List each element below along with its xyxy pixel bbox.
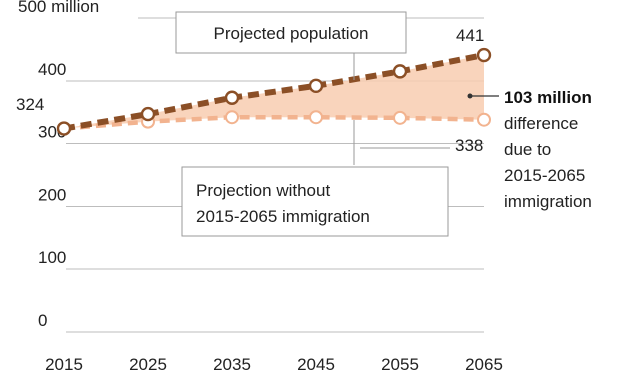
difference-text-line3: 2015-2065 xyxy=(504,166,585,185)
point-without_immigration xyxy=(477,112,491,127)
point-projected xyxy=(476,47,492,63)
difference-value-label: 103 million xyxy=(504,88,592,107)
difference-text-line4: immigration xyxy=(504,192,592,211)
difference-text-line1: difference xyxy=(504,114,578,133)
point-without_immigration xyxy=(309,110,323,125)
y-tick-label: 0 xyxy=(38,311,47,330)
x-tick-label: 2045 xyxy=(297,355,335,374)
point-projected xyxy=(140,106,156,122)
point-projected xyxy=(392,64,408,79)
x-tick-label: 2035 xyxy=(213,355,251,374)
point-projected xyxy=(56,121,72,136)
annotation-layer: 324 441 338 Projected population Project… xyxy=(16,11,592,237)
y-tick-label: 100 xyxy=(38,248,66,267)
start-value-label: 324 xyxy=(16,95,44,114)
y-tick-label: 500 million xyxy=(18,0,99,16)
callout-without-box xyxy=(181,166,449,237)
x-tick-label: 2065 xyxy=(465,355,503,374)
end-value-projected-label: 441 xyxy=(456,26,484,45)
point-projected xyxy=(224,90,240,105)
series-layer xyxy=(56,47,492,136)
x-tick-label: 2025 xyxy=(129,355,167,374)
point-projected xyxy=(308,78,324,94)
x-tick-label: 2055 xyxy=(381,355,419,374)
y-tick-label: 200 xyxy=(38,185,66,204)
series-line-without_immigration xyxy=(63,114,485,131)
callout-without-text-line2: 2015-2065 immigration xyxy=(196,207,370,226)
series-line-projected xyxy=(63,52,485,132)
callout-without-text-line1: Projection without xyxy=(196,181,330,200)
x-tick-label: 2015 xyxy=(45,355,83,374)
end-value-without-label: 338 xyxy=(455,136,483,155)
y-tick-label: 400 xyxy=(38,60,66,79)
difference-pointer-dot xyxy=(467,93,473,99)
callout-projected-text: Projected population xyxy=(213,24,368,43)
point-without_immigration xyxy=(225,110,239,125)
difference-text-line2: due to xyxy=(504,140,551,159)
callout-projected-box xyxy=(175,11,407,54)
point-without_immigration xyxy=(393,110,407,125)
